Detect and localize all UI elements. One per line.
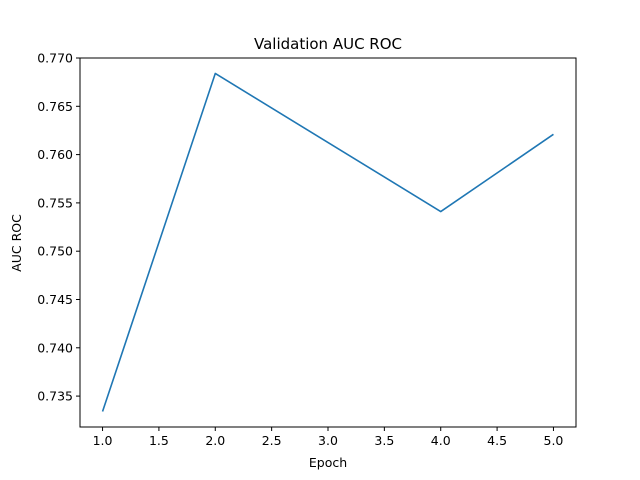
y-tick-label: 0.745 [37, 292, 73, 307]
x-tick-label: 3.5 [374, 433, 394, 448]
axes-frame [79, 57, 577, 428]
y-axis-label: AUC ROC [9, 214, 24, 272]
x-tick-label: 3.0 [318, 433, 338, 448]
x-tick-label: 4.0 [431, 433, 451, 448]
y-tick-label: 0.755 [37, 195, 73, 210]
y-tick-label: 0.750 [37, 244, 73, 259]
x-tick-label: 2.0 [205, 433, 225, 448]
x-tick-label: 4.5 [487, 433, 507, 448]
y-tick-label: 0.760 [37, 147, 73, 162]
x-tick-label: 2.5 [262, 433, 282, 448]
x-axis-ticks: 1.0 1.5 2.0 2.5 3.0 3.5 4.0 4.5 5.0 [93, 427, 564, 448]
y-tick-label: 0.765 [37, 99, 73, 114]
chart-title: Validation AUC ROC [254, 35, 402, 53]
y-tick-label: 0.735 [37, 389, 73, 404]
x-tick-label: 5.0 [544, 433, 564, 448]
y-axis-ticks: 0.735 0.740 0.745 0.750 0.755 0.760 0.765 0.770 [37, 51, 80, 404]
series-line [101, 72, 554, 412]
x-tick-label: 1.0 [93, 433, 113, 448]
plot-lines [101, 72, 554, 412]
y-tick-label: 0.740 [37, 340, 73, 355]
y-tick-label: 0.770 [37, 51, 73, 66]
x-axis-label: Epoch [309, 455, 347, 470]
x-tick-label: 1.5 [149, 433, 169, 448]
